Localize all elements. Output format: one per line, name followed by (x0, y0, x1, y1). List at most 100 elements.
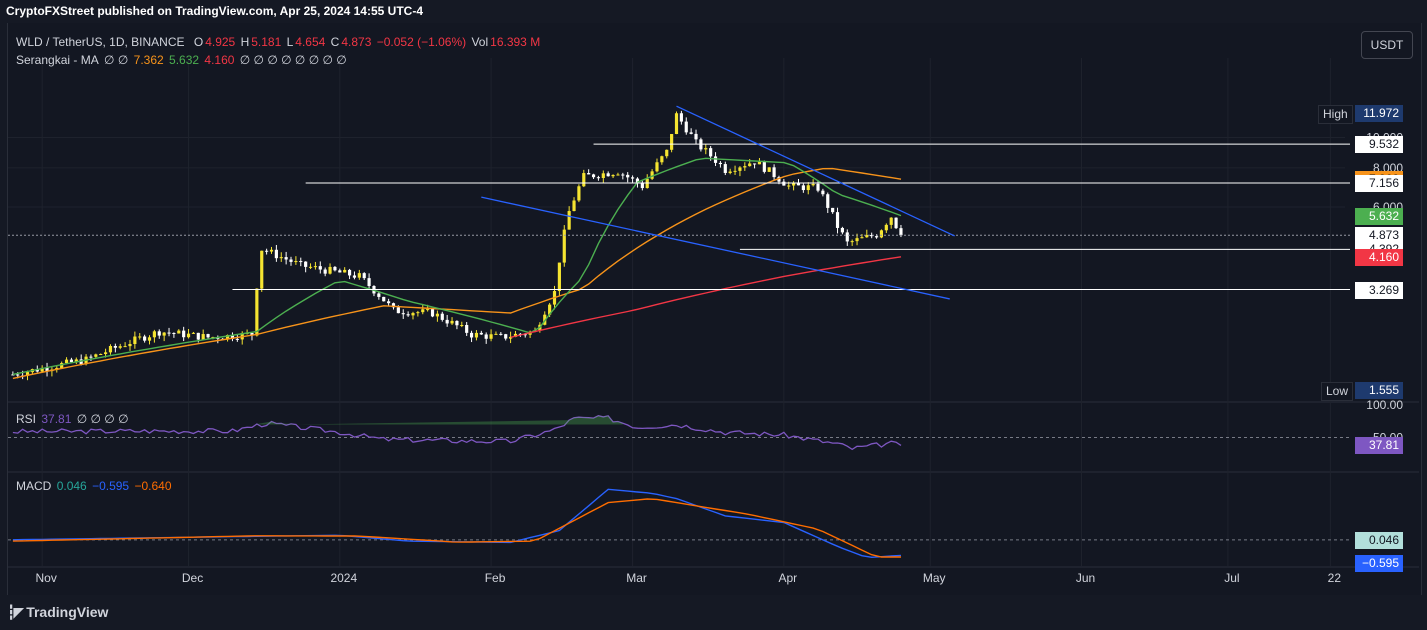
candle-body (406, 314, 410, 316)
candle-body (99, 354, 103, 356)
ma-green-line (12, 157, 902, 376)
candle-body (816, 183, 820, 191)
macd-signal-badge: −0.595 (1355, 554, 1403, 572)
candle-body (577, 186, 581, 201)
ma-empty-values-2: ∅ ∅ ∅ ∅ ∅ ∅ ∅ ∅ (239, 53, 347, 67)
tradingview-logo-icon: ┇◤ (7, 604, 24, 620)
candle-body (655, 162, 659, 172)
candle-body (509, 336, 513, 339)
candle-body (889, 217, 893, 225)
candle-body (728, 171, 732, 173)
candle-body (591, 174, 596, 178)
macd-hist-value: −0.640 (134, 479, 172, 493)
candle-body (572, 200, 576, 212)
candle-body (548, 304, 552, 315)
candle-body (191, 332, 196, 334)
close-label: C (330, 35, 340, 49)
candle-body (674, 113, 679, 135)
candle-body (621, 174, 625, 176)
candle-body (411, 313, 415, 316)
candle-body (79, 359, 83, 365)
candle-body (499, 333, 503, 335)
macd-legend: MACD 0.046 −0.595 −0.640 (16, 479, 174, 493)
time-axis-label: Nov (35, 571, 56, 585)
candle-body (304, 261, 308, 267)
high-label: H (240, 35, 250, 49)
price-badge: 4.160 (1355, 248, 1403, 266)
candle-body (196, 332, 200, 340)
ma-orange-line (12, 167, 902, 380)
candle-body (367, 278, 371, 287)
candle-body (782, 181, 786, 186)
candle-body (299, 261, 303, 263)
currency-button[interactable]: USDT (1361, 31, 1413, 59)
rsi-axis-label: 100.00 (1366, 398, 1403, 412)
candle-body (870, 234, 874, 237)
candle-body (430, 309, 435, 317)
time-axis-label: Feb (485, 571, 506, 585)
candle-body (108, 346, 113, 353)
time-axis-label: Apr (779, 571, 798, 585)
candle-body (713, 156, 718, 163)
rsi-label: RSI (16, 412, 37, 426)
ma-green-value: 5.632 (169, 53, 200, 67)
candle-body (455, 320, 459, 326)
price-badge: 1.555 (1355, 382, 1403, 400)
candle-body (94, 354, 98, 357)
candle-body (230, 334, 235, 339)
candle-body (826, 194, 830, 208)
candle-body (874, 236, 879, 238)
candle-body (69, 359, 74, 363)
candle-body (606, 173, 610, 177)
candle-body (894, 217, 898, 229)
macd-value: 0.046 (56, 479, 87, 493)
candle-body (382, 296, 386, 302)
candle-body (640, 183, 644, 189)
ma-orange-value: 7.362 (133, 53, 164, 67)
candle-body (723, 164, 727, 173)
candle-body (167, 332, 171, 334)
candle-body (118, 346, 122, 348)
rsi-empty-values: ∅ ∅ ∅ ∅ (76, 412, 129, 426)
candle-body (772, 167, 776, 178)
open-label: O (193, 35, 204, 49)
candle-body (25, 372, 30, 376)
candle-body (265, 250, 269, 252)
low-value: 4.654 (295, 35, 326, 49)
footer-bar (0, 598, 1427, 630)
time-axis-label: Jul (1224, 571, 1239, 585)
candle-body (426, 309, 430, 311)
open-value: 4.925 (205, 35, 236, 49)
candle-body (855, 238, 859, 242)
candle-body (138, 336, 142, 338)
candle-body (377, 293, 381, 297)
candle-body (821, 190, 825, 195)
price-badge: 4.873 (1355, 227, 1403, 245)
rsi-value: 37.81 (41, 412, 72, 426)
candle-body (255, 288, 259, 336)
time-axis-label: May (923, 571, 946, 585)
publisher-bar: CryptoFXStreet published on TradingView.… (0, 0, 1427, 22)
candle-body (670, 134, 674, 150)
candle-body (630, 177, 635, 179)
macd-signal-line (12, 498, 901, 558)
macd-line (12, 488, 902, 559)
candle-body (792, 182, 796, 186)
candle-body (445, 319, 449, 324)
candle-body (684, 121, 688, 133)
candle-body (328, 266, 332, 274)
tradingview-logo[interactable]: ┇◤ TradingView (7, 604, 108, 621)
chart-pane[interactable] (7, 23, 1422, 595)
candle-body (89, 356, 93, 358)
candle-body (279, 257, 283, 259)
candle-body (206, 334, 210, 338)
candle-body (289, 259, 293, 262)
candle-body (338, 270, 342, 273)
change-value: −0.052 (−1.06%) (376, 35, 467, 49)
candle-body (635, 178, 640, 184)
low-label: L (286, 35, 294, 49)
candle-body (504, 334, 508, 339)
publisher-line: CryptoFXStreet published on TradingView.… (6, 4, 423, 18)
candle-body (113, 346, 117, 348)
